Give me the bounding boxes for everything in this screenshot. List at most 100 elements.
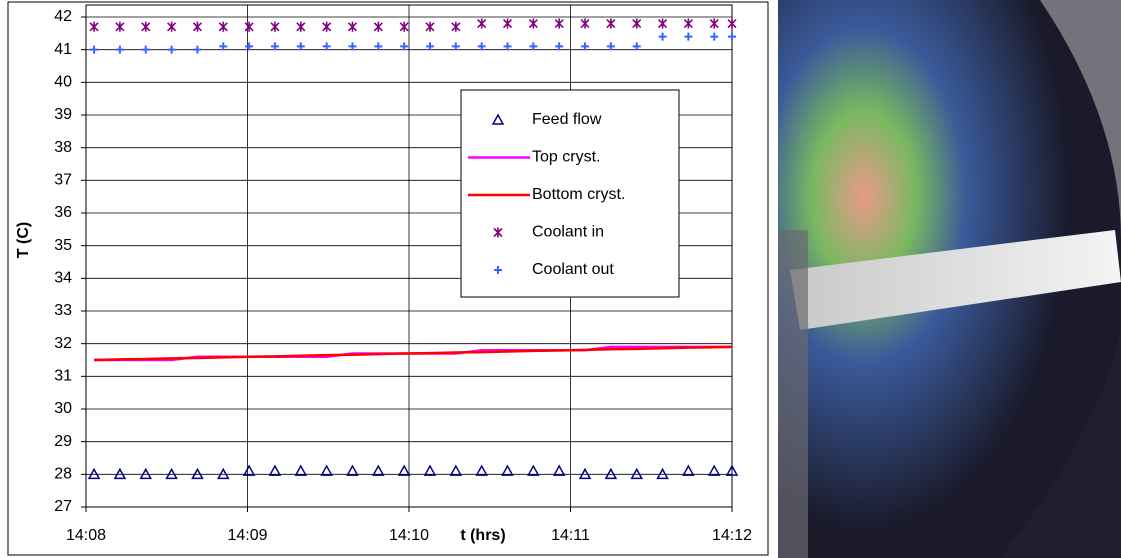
- asterisk-marker: [141, 21, 151, 32]
- asterisk-marker: [554, 18, 564, 29]
- plus-marker: [494, 266, 502, 274]
- plus-marker: [710, 32, 719, 41]
- y-tick-label: 28: [54, 466, 72, 483]
- plus-marker: [728, 32, 736, 41]
- y-tick-label: 27: [54, 498, 72, 515]
- asterisk-marker: [115, 21, 125, 32]
- asterisk-marker: [322, 21, 332, 32]
- x-tick-label: 14:09: [227, 527, 267, 544]
- plus-marker: [115, 45, 124, 54]
- plus-marker: [348, 42, 357, 51]
- triangle-marker: [397, 464, 411, 476]
- asterisk-marker: [477, 18, 487, 29]
- plus-marker: [632, 42, 641, 51]
- plus-marker: [503, 42, 512, 51]
- plus-marker: [270, 42, 279, 51]
- triangle-marker: [372, 464, 385, 476]
- triangle-marker: [682, 464, 695, 476]
- asterisk-marker: [632, 18, 642, 29]
- triangle-marker: [707, 464, 721, 476]
- triangle-marker: [552, 464, 566, 476]
- y-tick-label: 36: [54, 204, 72, 221]
- plus-marker: [400, 42, 409, 51]
- asterisk-marker: [373, 21, 383, 32]
- plus-marker: [245, 42, 254, 51]
- plus-marker: [141, 45, 150, 54]
- triangle-marker: [604, 467, 618, 480]
- y-tick-label: 31: [54, 368, 72, 385]
- asterisk-marker: [451, 21, 461, 32]
- y-tick-label: 40: [54, 74, 72, 91]
- y-tick-label: 34: [54, 270, 72, 287]
- plus-marker: [193, 45, 202, 54]
- asterisk-marker: [270, 21, 280, 32]
- plus-marker: [90, 45, 99, 54]
- y-tick-label: 39: [54, 106, 72, 123]
- asterisk-marker: [528, 18, 538, 29]
- triangle-marker: [191, 467, 204, 480]
- y-tick-label: 35: [54, 237, 72, 254]
- triangle-marker: [475, 464, 488, 476]
- legend-label: Coolant in: [532, 224, 604, 241]
- y-tick-label: 42: [54, 8, 72, 25]
- plus-marker: [425, 42, 434, 51]
- asterisk-marker: [244, 21, 254, 32]
- asterisk-marker: [425, 21, 435, 32]
- plus-marker: [296, 42, 305, 51]
- triangle-marker: [578, 467, 592, 480]
- triangle-marker: [656, 467, 669, 480]
- triangle-marker: [630, 467, 643, 480]
- legend-label: Feed flow: [532, 111, 602, 128]
- triangle-marker: [725, 464, 739, 476]
- plus-marker: [684, 32, 693, 41]
- y-tick-label: 33: [54, 302, 72, 319]
- plus-marker: [581, 42, 590, 51]
- plus-marker: [219, 42, 228, 51]
- plus-marker: [606, 42, 615, 51]
- photo: [778, 0, 1121, 558]
- plus-marker: [167, 45, 176, 54]
- asterisk-marker: [683, 18, 693, 29]
- legend-label: Top cryst.: [532, 149, 600, 166]
- triangle-marker: [165, 467, 178, 480]
- asterisk-marker: [296, 21, 306, 32]
- legend-label: Bottom cryst.: [532, 186, 625, 203]
- plus-marker: [322, 42, 331, 51]
- asterisk-marker: [347, 21, 358, 32]
- plus-marker: [529, 42, 538, 51]
- triangle-marker: [320, 464, 333, 476]
- triangle-marker: [217, 467, 230, 480]
- triangle-marker: [501, 464, 514, 476]
- triangle-marker: [423, 464, 437, 476]
- asterisk-marker: [502, 18, 513, 29]
- plus-marker: [658, 32, 667, 41]
- plus-marker: [374, 42, 383, 51]
- asterisk-marker: [167, 21, 177, 32]
- triangle-marker: [294, 464, 308, 476]
- y-tick-label: 41: [54, 41, 72, 58]
- y-tick-label: 38: [54, 139, 72, 156]
- legend-label: Coolant out: [532, 261, 614, 278]
- plus-marker: [555, 42, 564, 51]
- x-tick-label: 14:12: [712, 527, 752, 544]
- triangle-marker: [139, 467, 153, 480]
- triangle-marker: [242, 464, 256, 476]
- y-tick-label: 29: [54, 433, 72, 450]
- asterisk-marker: [89, 21, 99, 32]
- y-tick-label: 37: [54, 172, 72, 189]
- triangle-marker: [491, 113, 505, 125]
- x-tick-label: 14:10: [389, 527, 429, 544]
- y-tick-label: 30: [54, 400, 72, 417]
- y-tick-label: 32: [54, 335, 72, 352]
- triangle-marker: [527, 464, 540, 476]
- series-line: [94, 345, 733, 362]
- triangle-marker: [87, 467, 101, 480]
- x-tick-label: 14:08: [66, 527, 106, 544]
- y-axis-label: T (C): [15, 222, 32, 258]
- asterisk-marker: [580, 18, 590, 29]
- asterisk-marker: [493, 227, 503, 238]
- x-axis-label: t (hrs): [460, 527, 505, 544]
- plus-marker: [451, 42, 460, 51]
- asterisk-marker: [606, 18, 616, 29]
